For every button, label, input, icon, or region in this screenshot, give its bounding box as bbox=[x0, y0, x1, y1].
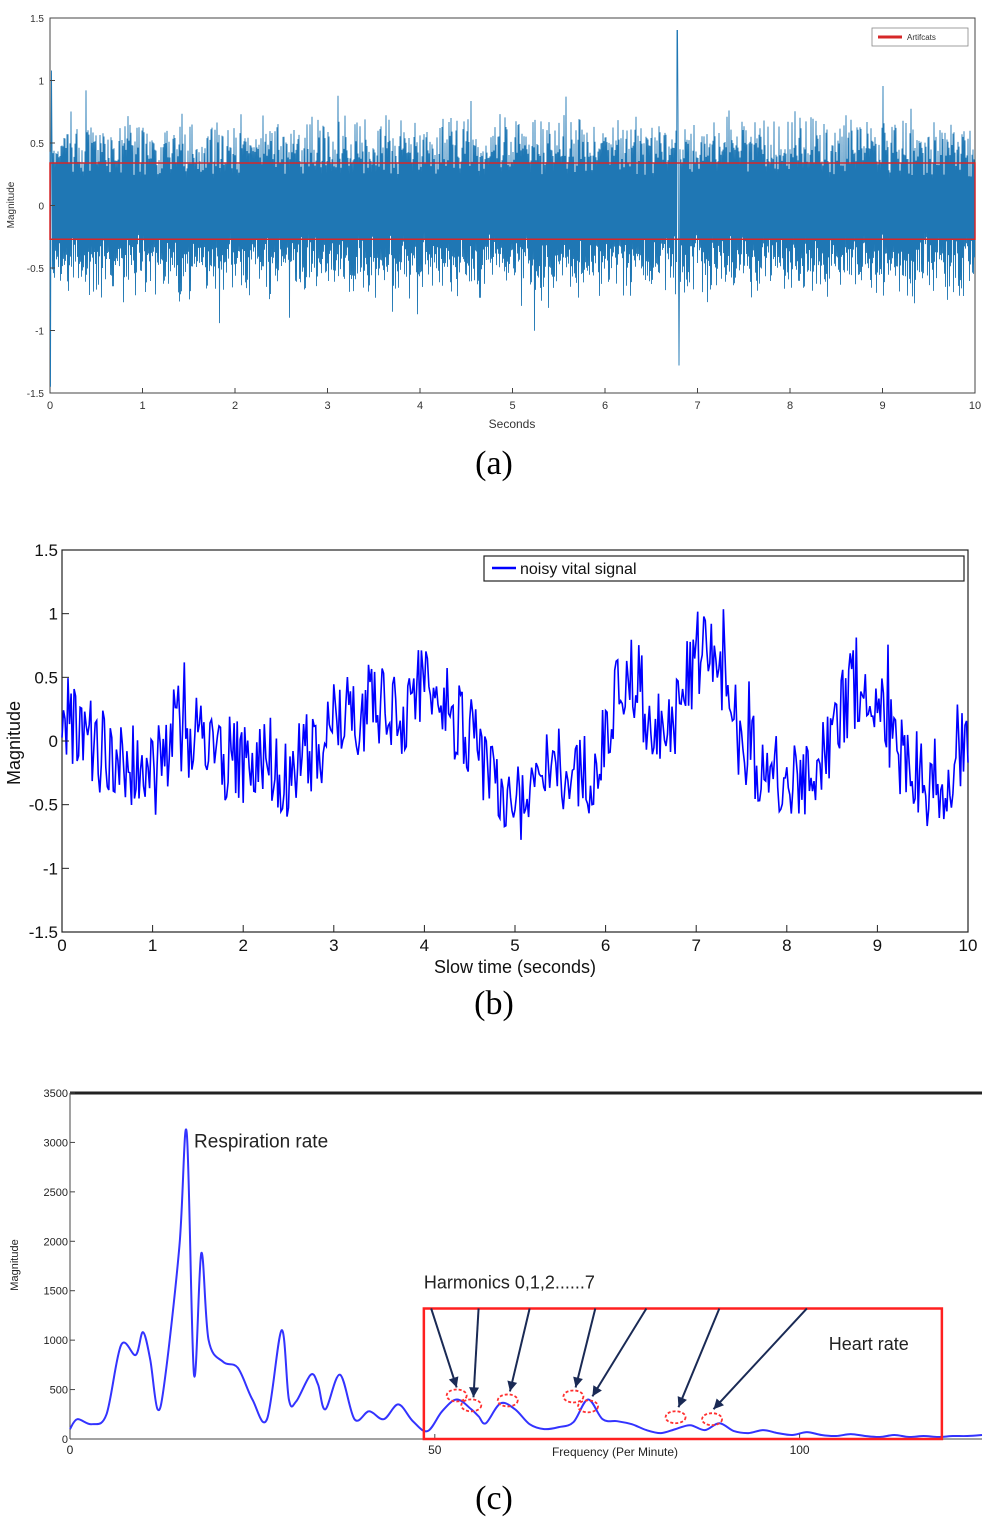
harmonic-arrow bbox=[591, 1307, 648, 1397]
x-tick-label-a: 8 bbox=[787, 400, 793, 412]
x-tick-label-c: 0 bbox=[67, 1443, 74, 1457]
plot-area-b bbox=[61, 549, 969, 933]
y-tick-label-b: 1.5 bbox=[34, 541, 58, 560]
harmonic-marker bbox=[496, 1393, 519, 1408]
harmonic-marker bbox=[445, 1388, 468, 1403]
harmonic-arrowhead bbox=[448, 1376, 459, 1388]
x-tick-label-c: 50 bbox=[428, 1443, 442, 1457]
annotation-label-c: Harmonics 0,1,2......7 bbox=[424, 1273, 595, 1293]
y-tick-label-c: 0 bbox=[62, 1434, 68, 1446]
harmonic-arrowhead bbox=[677, 1396, 687, 1408]
harmonic-marker bbox=[664, 1410, 687, 1425]
caption-a: (a) bbox=[475, 445, 513, 482]
x-axis-label-c: Frequency (Per Minute) bbox=[552, 1445, 678, 1459]
y-tick-label-a: 0 bbox=[38, 202, 44, 213]
harmonic-arrow bbox=[430, 1308, 458, 1388]
panel-c: 3500 3000 2500 2000 1500 1000 500 0 0 50 100 Freque… bbox=[0, 1030, 988, 1521]
harmonic-marker bbox=[701, 1412, 723, 1427]
y-tick-label-a: 1.5 bbox=[30, 14, 44, 25]
harmonic-marker bbox=[577, 1399, 599, 1414]
y-tick-label-c: 1000 bbox=[44, 1335, 68, 1347]
y-tick-label-a: -1 bbox=[35, 327, 44, 338]
chart-a: 0 1 2 3 4 5 6 7 8 9 10 1.5 1 0.5 0 -0.5 -1 -1.5 Seconds Mag… bbox=[6, 14, 981, 431]
x-tick-label-a: 10 bbox=[969, 400, 981, 412]
panel-b: 0 1 2 3 4 5 6 7 8 9 10 1.5 1 0.5 0 -0.5 -1 -1.5 Slow time … bbox=[0, 500, 988, 1022]
legend-box-a bbox=[871, 27, 969, 47]
panel-a: 0 1 2 3 4 5 6 7 8 9 10 1.5 1 0.5 0 -0.5 -1 -1.5 Seconds Mag… bbox=[0, 0, 988, 500]
harmonic-arrowhead bbox=[469, 1387, 480, 1398]
x-tick-label-b: 1 bbox=[148, 936, 157, 955]
harmonic-arrow bbox=[508, 1308, 531, 1392]
harmonic-marker bbox=[562, 1389, 585, 1404]
harmonic-arrowhead bbox=[713, 1398, 724, 1410]
chart-b: 0 1 2 3 4 5 6 7 8 9 10 1.5 1 0.5 0 -0.5 -1 -1.5 Slow time … bbox=[4, 541, 978, 977]
x-tick-label-b: 3 bbox=[329, 936, 338, 955]
harmonic-arrowhead bbox=[507, 1380, 518, 1392]
legend-b: noisy vital signal bbox=[483, 555, 965, 582]
y-tick-label-b: -0.5 bbox=[29, 796, 58, 815]
artifact-box bbox=[49, 162, 976, 240]
y-tick-label-a: 0.5 bbox=[30, 139, 44, 150]
y-tick-label-b: -1 bbox=[43, 859, 58, 878]
x-tick-label-a: 2 bbox=[232, 400, 238, 412]
x-tick-label-a: 4 bbox=[417, 400, 423, 412]
x-tick-label-a: 5 bbox=[509, 400, 515, 412]
x-tick-label-a: 0 bbox=[47, 400, 53, 412]
legend-box-b bbox=[483, 555, 965, 582]
spectrum-line-c bbox=[69, 1128, 983, 1439]
y-tick-label-c: 1500 bbox=[44, 1286, 68, 1298]
caption-c: (c) bbox=[475, 1480, 513, 1517]
x-tick-label-a: 6 bbox=[602, 400, 608, 412]
x-tick-label-b: 6 bbox=[601, 936, 610, 955]
legend-label-a: Artifcats bbox=[907, 33, 936, 42]
legend-a: Artifcats bbox=[871, 27, 969, 47]
signal-line-a bbox=[49, 30, 976, 387]
heart-rate-box bbox=[422, 1307, 944, 1441]
harmonic-arrow bbox=[677, 1308, 721, 1408]
y-tick-label-a: -1.5 bbox=[27, 389, 45, 400]
x-tick-label-b: 4 bbox=[420, 936, 429, 955]
harmonic-arrowhead bbox=[592, 1385, 602, 1397]
harmonic-arrow bbox=[472, 1308, 480, 1398]
harmonic-arrow bbox=[712, 1307, 808, 1410]
x-tick-label-a: 1 bbox=[139, 400, 145, 412]
x-tick-label-a: 9 bbox=[879, 400, 885, 412]
y-tick-label-a: 1 bbox=[38, 77, 44, 88]
y-tick-label-c: 2500 bbox=[44, 1187, 68, 1199]
harmonic-arrowhead bbox=[573, 1376, 583, 1388]
y-tick-label-c: 500 bbox=[50, 1385, 68, 1397]
x-tick-label-b: 7 bbox=[691, 936, 700, 955]
y-axis-label-c: Magnitude bbox=[9, 1239, 21, 1290]
caption-b: (b) bbox=[474, 985, 514, 1022]
x-tick-label-b: 10 bbox=[959, 936, 978, 955]
x-axis-label-b: Slow time (seconds) bbox=[434, 957, 596, 977]
x-tick-label-a: 3 bbox=[324, 400, 330, 412]
y-tick-label-b: -1.5 bbox=[29, 923, 58, 942]
x-tick-label-b: 9 bbox=[873, 936, 882, 955]
annotation-label-c: Respiration rate bbox=[194, 1131, 328, 1152]
signal-line-b bbox=[61, 609, 969, 840]
harmonic-marker bbox=[460, 1398, 483, 1413]
x-tick-label-c: 100 bbox=[790, 1443, 810, 1457]
chart-c: 3500 3000 2500 2000 1500 1000 500 00 50 100 Freque… bbox=[9, 1088, 983, 1459]
y-axis-label-b: Magnitude bbox=[4, 701, 24, 785]
y-tick-label-b: 0 bbox=[49, 732, 58, 751]
y-tick-label-c: 3500 bbox=[44, 1088, 68, 1100]
y-tick-label-b: 0.5 bbox=[34, 668, 58, 687]
harmonic-arrow bbox=[574, 1308, 597, 1388]
x-axis-label-a: Seconds bbox=[489, 417, 536, 431]
y-tick-label-c: 3000 bbox=[44, 1137, 68, 1149]
x-tick-label-b: 2 bbox=[238, 936, 247, 955]
x-tick-label-b: 8 bbox=[782, 936, 791, 955]
annotation-label-c: Heart rate bbox=[829, 1334, 909, 1354]
x-tick-label-a: 7 bbox=[694, 400, 700, 412]
y-tick-label-b: 1 bbox=[49, 605, 58, 624]
x-tick-label-b: 5 bbox=[510, 936, 519, 955]
y-tick-label-c: 2000 bbox=[44, 1236, 68, 1248]
y-axis-label-a: Magnitude bbox=[6, 181, 17, 228]
x-tick-label-b: 0 bbox=[57, 936, 66, 955]
legend-label-b: noisy vital signal bbox=[520, 561, 637, 578]
y-tick-label-a: -0.5 bbox=[27, 264, 45, 275]
